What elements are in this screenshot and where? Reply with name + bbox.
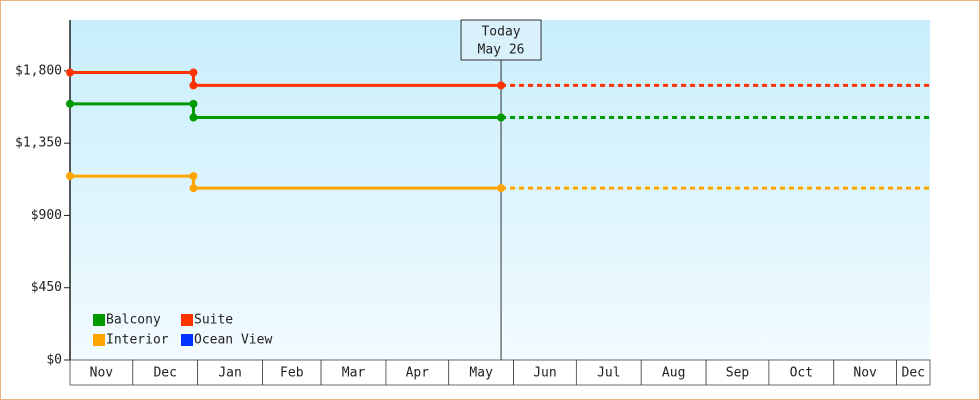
x-cell	[197, 359, 263, 386]
x-tick-label: Dec	[153, 366, 176, 381]
x-tick-label: Aug	[662, 366, 685, 381]
x-tick-label: Mar	[342, 366, 366, 381]
x-tick-label: Sep	[726, 366, 750, 381]
point	[189, 99, 198, 108]
today-date: May 26	[478, 43, 525, 58]
x-cell	[320, 359, 387, 386]
x-tick-label: Feb	[280, 366, 304, 381]
x-tick-label: Jan	[218, 366, 241, 381]
x-tick-label: Nov	[90, 366, 114, 381]
x-cell	[896, 359, 931, 386]
y-tick-label: $1,800	[15, 63, 62, 78]
x-tick-label: Nov	[853, 366, 877, 381]
today-box	[460, 19, 542, 61]
x-tick-label: Oct	[790, 366, 813, 381]
x-cell	[640, 359, 707, 386]
x-cell	[513, 359, 577, 386]
x-cell	[448, 359, 515, 386]
point	[189, 184, 198, 193]
y-tick-label: $1,350	[15, 136, 62, 151]
legend-label: Interior	[106, 333, 169, 348]
x-cell	[833, 359, 897, 386]
point	[189, 81, 198, 90]
point	[66, 172, 74, 181]
point	[189, 113, 198, 122]
legend-swatch	[93, 334, 105, 346]
x-cell	[705, 359, 770, 386]
legend-swatch	[181, 334, 193, 346]
x-tick-label: Apr	[406, 366, 430, 381]
series-line	[70, 102, 502, 119]
point	[189, 172, 198, 181]
today-label: Today	[481, 25, 520, 40]
point	[497, 81, 506, 90]
series-line	[70, 174, 502, 190]
series-line	[70, 71, 502, 87]
point	[497, 184, 506, 193]
legend-label: Suite	[194, 313, 233, 328]
y-tick-label: $0	[46, 353, 62, 368]
point	[66, 99, 74, 108]
x-tick-label: Jun	[533, 366, 556, 381]
x-cell	[575, 359, 642, 386]
x-cell	[132, 359, 199, 386]
x-cell	[262, 359, 322, 386]
legend-swatch	[93, 314, 105, 326]
y-tick-label: $900	[31, 208, 62, 223]
point	[66, 68, 74, 77]
legend-label: Ocean View	[194, 333, 272, 348]
x-cell	[768, 359, 835, 386]
point	[189, 68, 198, 77]
x-tick-label: Jul	[597, 366, 620, 381]
legend-swatch	[181, 314, 193, 326]
x-cell	[69, 359, 134, 386]
y-tick-label: $450	[31, 280, 62, 295]
x-tick-label: May	[469, 366, 493, 381]
x-tick-label: Dec	[902, 366, 925, 381]
legend-label: Balcony	[106, 313, 161, 328]
point	[497, 113, 506, 122]
